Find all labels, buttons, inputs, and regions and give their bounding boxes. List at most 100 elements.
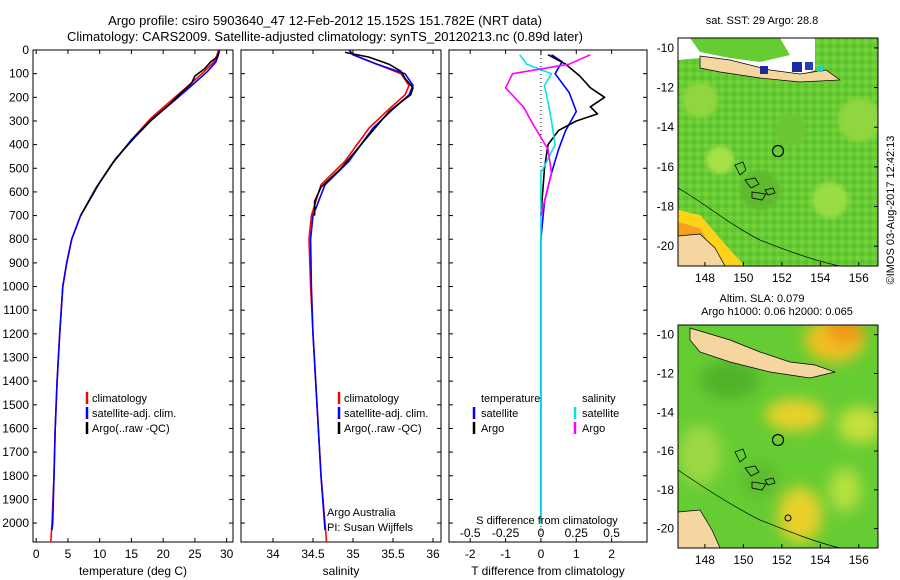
imos-stamp: ©IMOS 03-Aug-2017 12:42:13 (885, 135, 897, 285)
xtick-label-temperature-0: 0 (33, 547, 40, 561)
map-ytick-label-sst_map--18: -18 (657, 200, 675, 214)
series-group-difference (504, 53, 606, 524)
ytick-label-800: 800 (9, 232, 29, 246)
ytick-label-600: 600 (9, 185, 29, 199)
title-line-2: Climatology: CARS2009. Satellite-adjuste… (67, 29, 583, 44)
xtick-top-label-0: 0 (538, 526, 545, 540)
sst-cold-cell-4 (817, 66, 823, 72)
series-temperature-satellite-adj-clim- (51, 50, 221, 531)
map-ytick-label-sla_map--14: -14 (657, 405, 675, 419)
annotation-line-1: Argo Australia (327, 507, 396, 519)
xlabel-temperature: temperature (deg C) (79, 564, 187, 578)
xlabel-salinity: salinity (323, 564, 360, 578)
legend-label-s-satellite: satellite (582, 408, 619, 420)
legend-title-salinity: salinity (582, 393, 616, 405)
xtick-label-temperature-20: 20 (156, 547, 170, 561)
xtick-label-salinity-35.5: 35.5 (381, 547, 405, 561)
series-difference-t-argo (540, 53, 606, 216)
legend-salinity: climatology satellite-adj. clim. Argo(..… (327, 392, 428, 534)
legend-label-climatology-s: climatology (344, 393, 400, 405)
ytick-label-200: 200 (9, 90, 29, 104)
sla-png-land (689, 327, 837, 379)
sst-cold-cell-2 (792, 62, 802, 72)
series-difference-s-satellite (519, 54, 556, 524)
map-ytick-label-sst_map--16: -16 (657, 160, 675, 174)
xlabel-difference: T difference from climatology (471, 564, 625, 578)
ytick-label-400: 400 (9, 138, 29, 152)
xtick-label-difference--1: -1 (500, 547, 511, 561)
sla-aus-land (678, 509, 721, 548)
ytick-label-1500: 1500 (2, 398, 29, 412)
map-xtick-label-sst_map-156: 156 (849, 271, 869, 285)
series-difference-t-satellite (540, 54, 578, 524)
legend-label-s-argo: Argo (582, 423, 605, 435)
xtick-label-temperature-25: 25 (188, 547, 202, 561)
xtick-label-temperature-10: 10 (93, 547, 107, 561)
map-xtick-label-sla_map-152: 152 (772, 553, 792, 567)
sst-cold-cell-1 (760, 66, 768, 74)
ytick-label-1200: 1200 (2, 327, 29, 341)
ytick-label-1400: 1400 (2, 374, 29, 388)
ytick-label-100: 100 (9, 67, 29, 81)
ytick-label-300: 300 (9, 114, 29, 128)
legend-label-climatology: climatology (92, 393, 148, 405)
sla-blobs (678, 325, 878, 543)
sst-cold-cell-3 (805, 62, 813, 70)
title-line-1: Argo profile: csiro 5903640_47 12-Feb-20… (108, 13, 542, 28)
xtick-top-label-0.25: 0.25 (565, 526, 589, 540)
sst-variation (682, 82, 878, 218)
series-lines (50, 50, 606, 542)
ytick-label-1700: 1700 (2, 445, 29, 459)
map-ytick-label-sla_map--12: -12 (657, 366, 675, 380)
sst-png-land (699, 55, 842, 83)
ytick-label-500: 500 (9, 161, 29, 175)
xtick-label-difference-0: 0 (538, 547, 545, 561)
xtick-top-label-0.5: 0.5 (603, 526, 620, 540)
sst-top-field (690, 38, 790, 62)
map-ytick-label-sst_map--20: -20 (657, 239, 675, 253)
map-xtick-label-sla_map-148: 148 (695, 553, 715, 567)
series-salinity-climatology (308, 50, 410, 542)
annotation-line-2: PI: Susan Wijffels (327, 522, 413, 534)
sst-reefs (734, 161, 776, 201)
xtick-label-salinity-34: 34 (266, 547, 280, 561)
ytick-label-1800: 1800 (2, 469, 29, 483)
sla-shelf-contour (678, 469, 841, 548)
xtick-label-difference-1: 1 (573, 547, 580, 561)
map-xtick-label-sla_map-156: 156 (849, 553, 869, 567)
series-temperature-climatology (50, 50, 220, 542)
sla-small-reef (784, 514, 792, 522)
ytick-label-1100: 1100 (3, 303, 29, 317)
xtick-label-temperature-5: 5 (65, 547, 72, 561)
sla-map-title-2: Argo h1000: 0.06 h2000: 0.065 (701, 306, 853, 318)
xtick-label-salinity-36: 36 (426, 547, 440, 561)
map-ytick-label-sla_map--10: -10 (657, 328, 675, 342)
map-xtick-label-sst_map-152: 152 (772, 271, 792, 285)
legend-label-satellite: satellite-adj. clim. (92, 408, 176, 420)
map-ytick-label-sla_map--16: -16 (657, 444, 675, 458)
legend-label-argo-s: Argo(..raw -QC) (344, 423, 422, 435)
map-ytick-label-sst_map--12: -12 (657, 81, 675, 95)
map-xtick-label-sst_map-154: 154 (810, 271, 830, 285)
legend-label-satellite-s: satellite-adj. clim. (344, 408, 428, 420)
legend-label-t-satellite: satellite (481, 408, 518, 420)
series-group-salinity (308, 50, 414, 542)
series-salinity-satellite-adj-clim- (309, 50, 414, 531)
sst-shelf-contour (678, 187, 841, 266)
map-xtick-label-sla_map-154: 154 (810, 553, 830, 567)
sst-argo-marker (771, 144, 785, 158)
top-axis-label-s-diff: S difference from climatology (476, 515, 618, 527)
map-ytick-label-sla_map--18: -18 (657, 483, 675, 497)
legend-title-temperature: temperature (481, 393, 540, 405)
legend-label-argo: Argo(..raw -QC) (92, 423, 170, 435)
ytick-label-700: 700 (9, 209, 29, 223)
xtick-top-label--0.25: -0.25 (492, 526, 520, 540)
map-ytick-label-sst_map--10: -10 (657, 41, 675, 55)
ytick-label-900: 900 (9, 256, 29, 270)
map-xtick-label-sla_map-150: 150 (733, 553, 753, 567)
sst-map-title: sat. SST: 29 Argo: 28.8 (706, 15, 819, 27)
series-difference-s-argo (504, 53, 591, 216)
panel-difference-frame (448, 49, 648, 543)
sla-map-title-1: Altim. SLA: 0.079 (720, 293, 805, 305)
